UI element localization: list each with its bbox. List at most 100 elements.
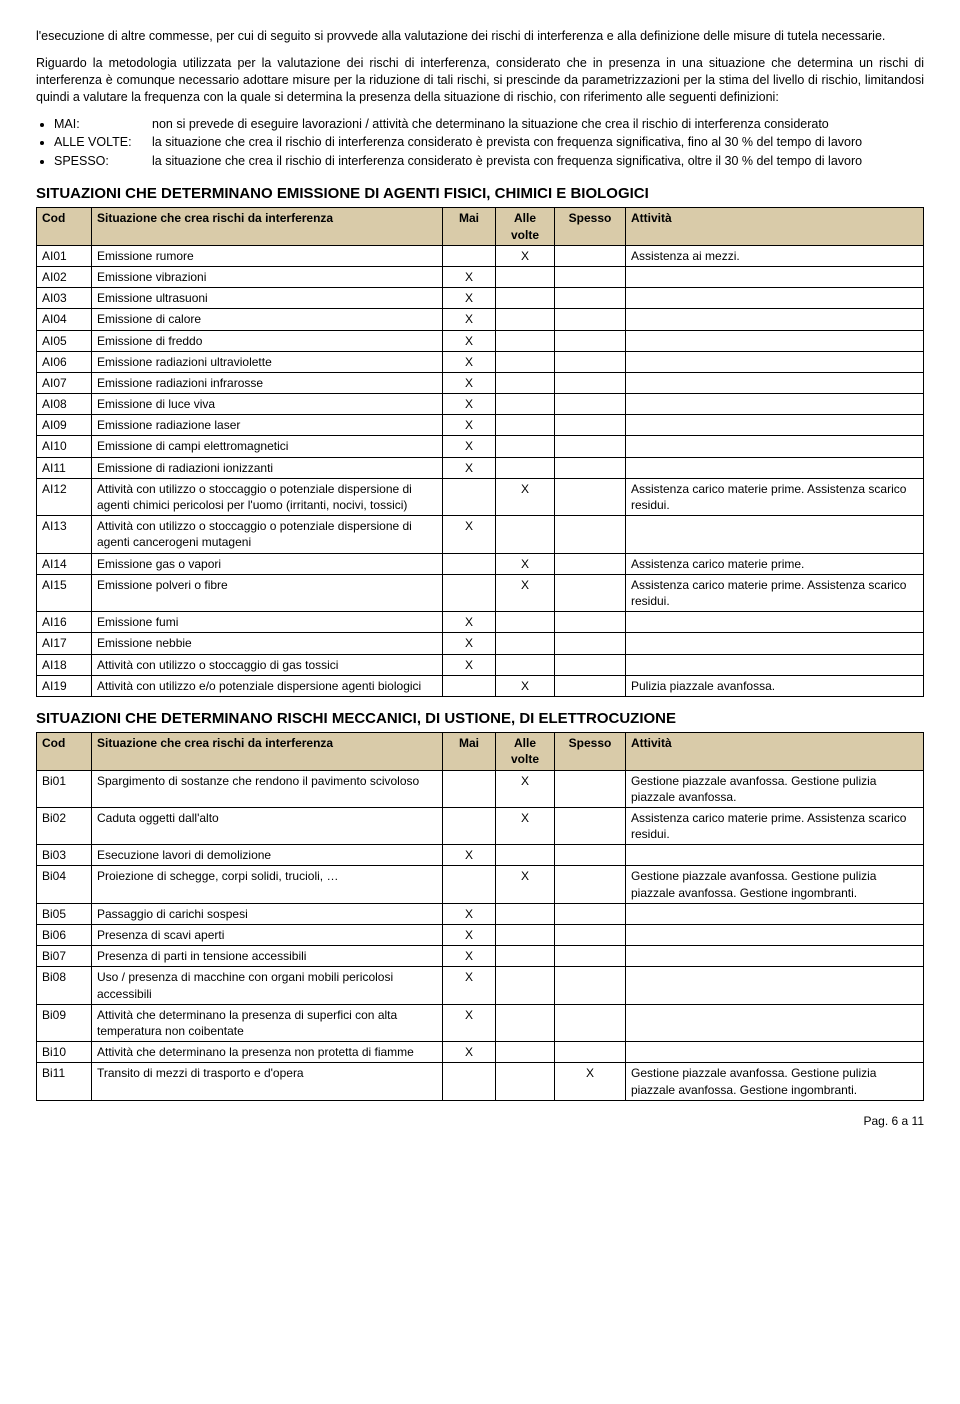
cell-sit: Transito di mezzi di trasporto e d'opera bbox=[92, 1063, 443, 1100]
cell-sit: Emissione di luce viva bbox=[92, 394, 443, 415]
cell-mai: X bbox=[443, 266, 496, 287]
table-row: AI10Emissione di campi elettromagneticiX bbox=[37, 436, 924, 457]
cell-cod: AI06 bbox=[37, 351, 92, 372]
def-text: non si prevede di eseguire lavorazioni /… bbox=[152, 116, 924, 133]
cell-sit: Emissione gas o vapori bbox=[92, 553, 443, 574]
cell-att bbox=[626, 351, 924, 372]
cell-spesso bbox=[555, 288, 626, 309]
table-row: Bi06Presenza di scavi apertiX bbox=[37, 925, 924, 946]
cell-mai: X bbox=[443, 925, 496, 946]
th-att: Attività bbox=[626, 733, 924, 770]
cell-cod: AI05 bbox=[37, 330, 92, 351]
cell-spesso bbox=[555, 903, 626, 924]
cell-alle bbox=[496, 1004, 555, 1041]
cell-cod: Bi05 bbox=[37, 903, 92, 924]
cell-alle: X bbox=[496, 478, 555, 515]
cell-spesso bbox=[555, 457, 626, 478]
cell-sit: Emissione radiazioni infrarosse bbox=[92, 372, 443, 393]
cell-cod: AI09 bbox=[37, 415, 92, 436]
cell-spesso bbox=[555, 553, 626, 574]
cell-spesso bbox=[555, 1004, 626, 1041]
cell-att: Assistenza carico materie prime. Assiste… bbox=[626, 807, 924, 844]
cell-spesso bbox=[555, 866, 626, 903]
cell-att bbox=[626, 394, 924, 415]
table-row: Bi02Caduta oggetti dall'altoXAssistenza … bbox=[37, 807, 924, 844]
cell-cod: Bi08 bbox=[37, 967, 92, 1004]
cell-att bbox=[626, 436, 924, 457]
th-mai: Mai bbox=[443, 733, 496, 770]
cell-cod: AI17 bbox=[37, 633, 92, 654]
table-row: Bi08Uso / presenza di macchine con organ… bbox=[37, 967, 924, 1004]
cell-sit: Attività con utilizzo o stoccaggio di ga… bbox=[92, 654, 443, 675]
table-row: AI02Emissione vibrazioniX bbox=[37, 266, 924, 287]
table-row: AI19Attività con utilizzo e/o potenziale… bbox=[37, 675, 924, 696]
table-row: AI16Emissione fumiX bbox=[37, 612, 924, 633]
cell-alle: X bbox=[496, 866, 555, 903]
table-row: Bi05Passaggio di carichi sospesiX bbox=[37, 903, 924, 924]
cell-cod: AI15 bbox=[37, 574, 92, 611]
cell-att: Gestione piazzale avanfossa. Gestione pu… bbox=[626, 1063, 924, 1100]
cell-cod: AI03 bbox=[37, 288, 92, 309]
cell-spesso bbox=[555, 946, 626, 967]
cell-spesso bbox=[555, 845, 626, 866]
cell-mai: X bbox=[443, 309, 496, 330]
cell-sit: Emissione fumi bbox=[92, 612, 443, 633]
cell-att: Assistenza carico materie prime. bbox=[626, 553, 924, 574]
cell-alle bbox=[496, 654, 555, 675]
th-sit: Situazione che crea rischi da interferen… bbox=[92, 208, 443, 245]
cell-alle bbox=[496, 457, 555, 478]
cell-mai: X bbox=[443, 1004, 496, 1041]
cell-cod: Bi02 bbox=[37, 807, 92, 844]
cell-sit: Emissione di freddo bbox=[92, 330, 443, 351]
table-row: Bi04Proiezione di schegge, corpi solidi,… bbox=[37, 866, 924, 903]
cell-alle bbox=[496, 903, 555, 924]
cell-cod: AI10 bbox=[37, 436, 92, 457]
cell-sit: Attività con utilizzo o stoccaggio o pot… bbox=[92, 478, 443, 515]
table-row: AI03Emissione ultrasuoniX bbox=[37, 288, 924, 309]
cell-alle bbox=[496, 309, 555, 330]
th-alle: Alle volte bbox=[496, 208, 555, 245]
cell-mai: X bbox=[443, 845, 496, 866]
def-label: SPESSO: bbox=[54, 153, 152, 170]
cell-spesso bbox=[555, 633, 626, 654]
cell-spesso bbox=[555, 372, 626, 393]
cell-mai: X bbox=[443, 457, 496, 478]
cell-cod: Bi10 bbox=[37, 1042, 92, 1063]
cell-spesso bbox=[555, 654, 626, 675]
cell-alle: X bbox=[496, 770, 555, 807]
cell-mai bbox=[443, 478, 496, 515]
cell-mai: X bbox=[443, 633, 496, 654]
cell-sit: Caduta oggetti dall'alto bbox=[92, 807, 443, 844]
cell-sit: Emissione nebbie bbox=[92, 633, 443, 654]
cell-cod: AI19 bbox=[37, 675, 92, 696]
cell-cod: Bi06 bbox=[37, 925, 92, 946]
cell-spesso bbox=[555, 436, 626, 457]
cell-sit: Presenza di parti in tensione accessibil… bbox=[92, 946, 443, 967]
cell-spesso bbox=[555, 612, 626, 633]
cell-sit: Attività con utilizzo o stoccaggio o pot… bbox=[92, 516, 443, 553]
table2-title: SITUAZIONI CHE DETERMINANO RISCHI MECCAN… bbox=[36, 709, 924, 729]
cell-sit: Spargimento di sostanze che rendono il p… bbox=[92, 770, 443, 807]
cell-alle bbox=[496, 516, 555, 553]
cell-alle bbox=[496, 394, 555, 415]
page-footer: Pag. 6 a 11 bbox=[36, 1113, 924, 1129]
cell-cod: Bi07 bbox=[37, 946, 92, 967]
cell-spesso bbox=[555, 925, 626, 946]
cell-sit: Attività che determinano la presenza non… bbox=[92, 1042, 443, 1063]
cell-sit: Emissione di calore bbox=[92, 309, 443, 330]
cell-att bbox=[626, 516, 924, 553]
cell-alle bbox=[496, 967, 555, 1004]
cell-cod: AI14 bbox=[37, 553, 92, 574]
table-row: AI11Emissione di radiazioni ionizzantiX bbox=[37, 457, 924, 478]
cell-cod: AI01 bbox=[37, 245, 92, 266]
th-cod: Cod bbox=[37, 733, 92, 770]
cell-cod: AI13 bbox=[37, 516, 92, 553]
cell-sit: Esecuzione lavori di demolizione bbox=[92, 845, 443, 866]
cell-alle bbox=[496, 946, 555, 967]
cell-cod: AI04 bbox=[37, 309, 92, 330]
cell-att bbox=[626, 415, 924, 436]
th-spesso: Spesso bbox=[555, 208, 626, 245]
table1-title: SITUAZIONI CHE DETERMINANO EMISSIONE DI … bbox=[36, 184, 924, 204]
table-row: AI14Emissione gas o vaporiXAssistenza ca… bbox=[37, 553, 924, 574]
cell-alle bbox=[496, 845, 555, 866]
